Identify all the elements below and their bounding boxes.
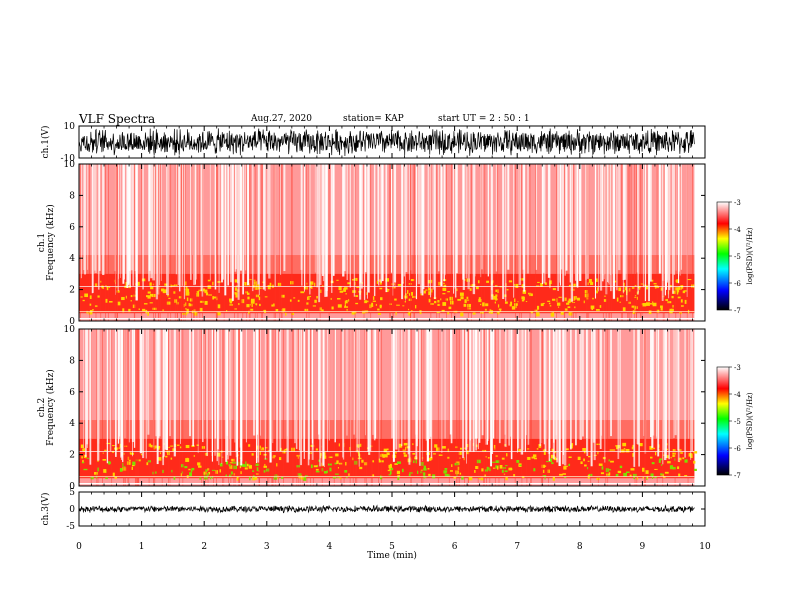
x-tick-label: 4 [327, 542, 333, 552]
y-tick-label: 8 [69, 356, 75, 366]
y-tick-label: 4 [69, 419, 75, 429]
y-tick-label: 2 [69, 286, 75, 296]
y-tick-label: 4 [69, 254, 75, 264]
x-tick-label: 7 [514, 542, 520, 552]
colorbar-tick-label: -7 [734, 307, 741, 315]
y-axis-label: ch.1 [37, 233, 47, 252]
y-tick-label: 0 [69, 482, 75, 492]
date-label: Aug.27, 2020 [251, 114, 312, 124]
colorbar-tick-label: -6 [734, 445, 741, 453]
start-time-label: start UT = 2 : 50 : 1 [438, 114, 530, 124]
spectrogram-1-image [79, 164, 695, 321]
y-tick-label: 2 [69, 451, 75, 461]
waveform-ch3-trace [78, 504, 695, 514]
colorbar-tick-label: -7 [734, 472, 741, 480]
y-tick-label: 10 [64, 325, 76, 335]
colorbar-2 [716, 366, 730, 476]
y-axis-label: ch.3(V) [40, 493, 51, 526]
x-tick-label: 2 [201, 542, 207, 552]
y-tick-label: 10 [64, 160, 76, 170]
x-tick-label: 10 [699, 542, 711, 552]
station-label: station= KAP [343, 114, 404, 124]
y-tick-label: 6 [69, 223, 75, 233]
x-axis-label: Time (min) [367, 550, 417, 561]
y-axis-label: ch.2 [37, 398, 47, 417]
y-tick-label: 10 [64, 122, 76, 132]
colorbar-label: log(PSD)(V²/Hz) [746, 227, 754, 284]
y-axis-label: Frequency (kHz) [45, 369, 56, 446]
colorbar-tick-label: -4 [734, 226, 741, 234]
y-tick-label: 0 [69, 505, 75, 515]
x-tick-label: 8 [577, 542, 583, 552]
y-tick-label: -5 [66, 522, 75, 532]
y-tick-label: 8 [69, 191, 75, 201]
x-tick-label: 0 [76, 542, 82, 552]
y-tick-label: -10 [61, 154, 76, 164]
colorbar-tick-label: -5 [734, 253, 741, 261]
x-tick-label: 5 [389, 542, 395, 552]
colorbar-tick-label: -6 [734, 280, 741, 288]
x-tick-label: 3 [264, 542, 270, 552]
y-axis-label: Frequency (kHz) [45, 204, 56, 281]
x-tick-label: 1 [139, 542, 145, 552]
colorbar-tick-label: -5 [734, 418, 741, 426]
colorbar-tick-label: -4 [734, 391, 741, 399]
colorbar-tick-label: -3 [734, 199, 741, 207]
y-tick-label: 6 [69, 388, 75, 398]
colorbar-tick-label: -3 [734, 364, 741, 372]
colorbar-label: log(PSD)(V²/Hz) [746, 392, 754, 449]
x-tick-label: 6 [452, 542, 458, 552]
x-tick-label: 9 [640, 542, 646, 552]
y-tick-label: 0 [69, 317, 75, 327]
y-tick-label: 5 [69, 488, 75, 498]
spectrogram-2-image [79, 329, 698, 486]
colorbar-1 [716, 201, 730, 311]
figure-title: VLF Spectra [79, 112, 156, 126]
waveform-ch1-trace [78, 128, 695, 156]
y-axis-label: ch.1(V) [40, 126, 51, 159]
